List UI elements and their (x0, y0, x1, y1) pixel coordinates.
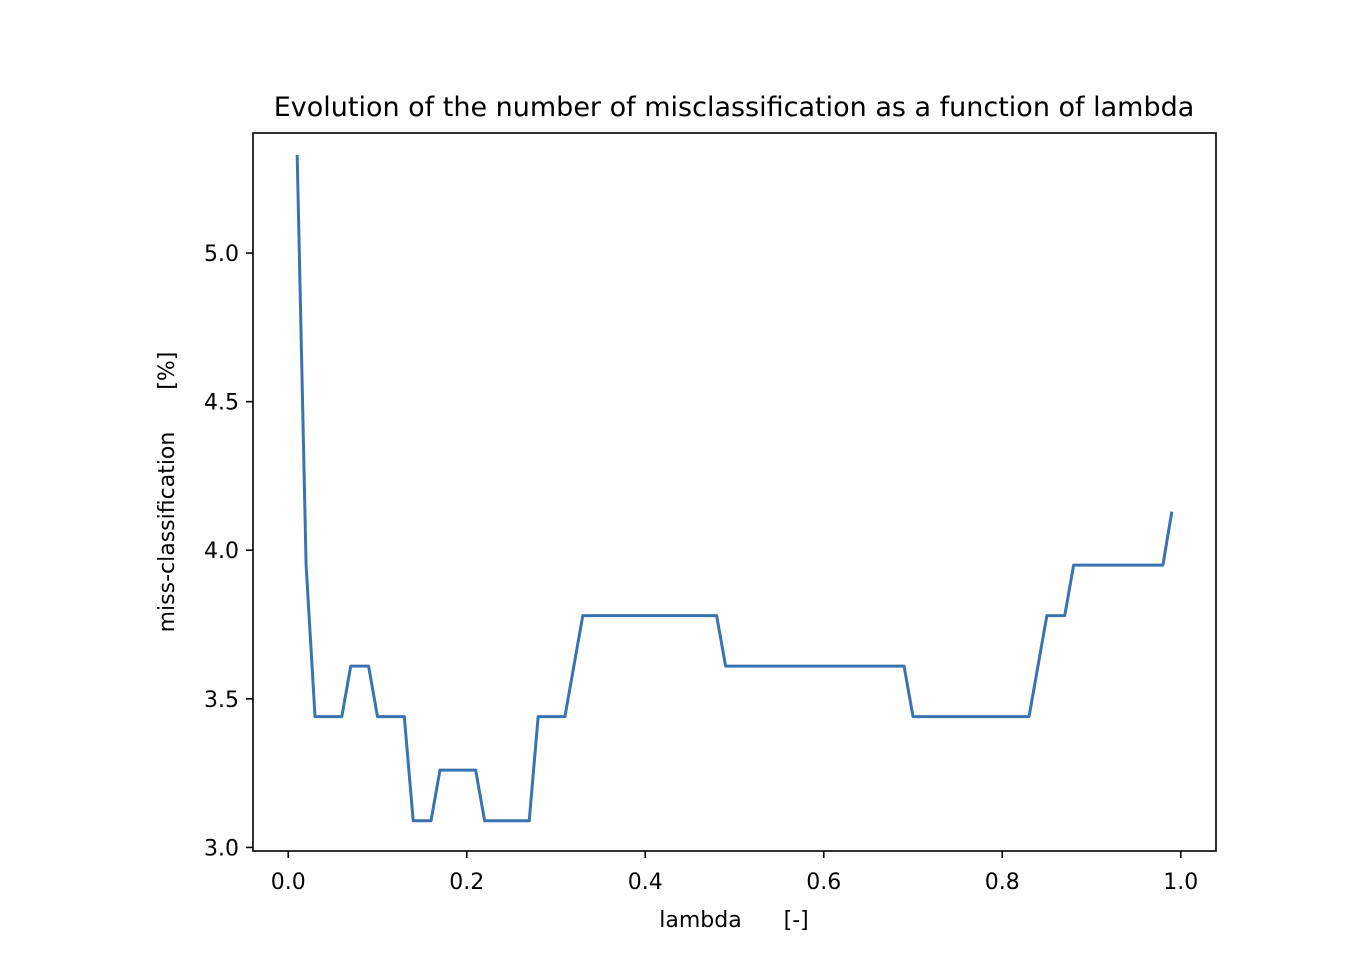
y-axis: 3.0 3.5 4.0 4.5 5.0 (204, 242, 253, 861)
x-tick-label: 0.6 (806, 870, 841, 895)
x-tick-label: 0.4 (628, 870, 663, 895)
x-tick-label: 0.0 (271, 870, 306, 895)
x-tick-label: 1.0 (1163, 870, 1198, 895)
x-tick-label: 0.8 (985, 870, 1020, 895)
y-axis-label: miss-classification [%] (155, 352, 180, 633)
y-tick-label: 3.5 (204, 688, 239, 713)
x-axis: 0.0 0.2 0.4 0.6 0.8 1.0 (271, 851, 1198, 895)
axes-frame (252, 132, 1217, 852)
x-axis-label: lambda [-] (659, 908, 809, 933)
y-tick-label: 4.0 (204, 539, 239, 564)
y-tick-label: 4.5 (204, 391, 239, 416)
plot-area (252, 132, 1217, 852)
series-line (295, 154, 1174, 823)
y-tick-label: 3.0 (204, 836, 239, 861)
chart-title: Evolution of the number of misclassifica… (274, 92, 1195, 123)
y-tick-label: 5.0 (204, 242, 239, 267)
x-tick-label: 0.2 (449, 870, 484, 895)
